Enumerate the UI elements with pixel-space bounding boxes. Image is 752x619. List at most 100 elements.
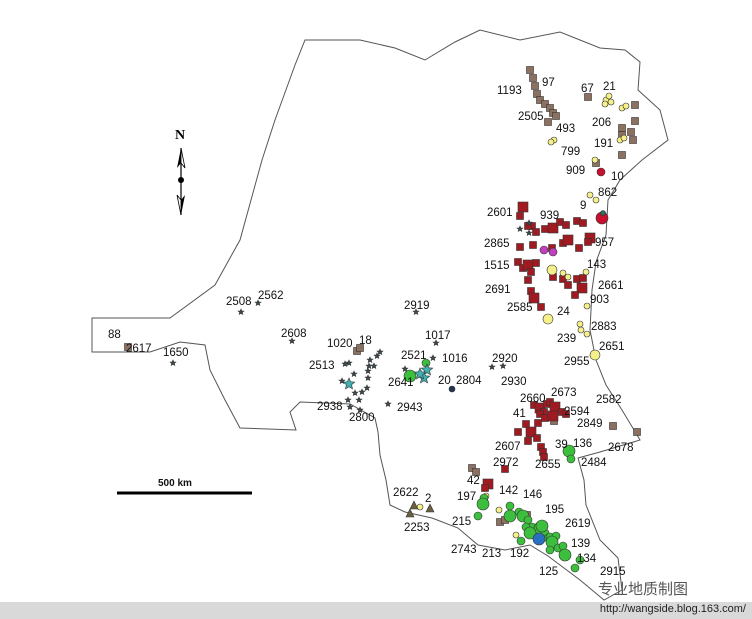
- deposit-label: 1017: [425, 330, 451, 342]
- deposit-square-marker: [524, 276, 532, 284]
- deposit-square-marker: [629, 136, 637, 144]
- deposit-square-marker: [576, 282, 588, 294]
- deposit-label: 2617: [126, 343, 152, 355]
- deposit-label: 1020: [327, 338, 353, 350]
- deposit-label: 213: [482, 548, 501, 560]
- deposit-circle-marker: [577, 326, 585, 334]
- deposit-star-marker: [363, 384, 371, 391]
- deposit-label: 206: [592, 117, 611, 129]
- deposit-label: 39: [555, 439, 568, 451]
- deposit-star-marker: [342, 377, 356, 390]
- deposit-circle-marker: [583, 330, 591, 338]
- deposit-square-marker: [562, 410, 570, 418]
- deposit-label: 88: [108, 329, 121, 341]
- deposit-label: 2920: [492, 353, 518, 365]
- deposit-square-marker: [627, 128, 635, 136]
- deposit-star-marker: [429, 354, 437, 361]
- deposit-square-marker: [516, 243, 524, 251]
- scale-label: 500 km: [158, 478, 192, 489]
- deposit-label: 2619: [565, 518, 591, 530]
- deposit-label: 2673: [551, 387, 577, 399]
- deposit-label: 2800: [349, 412, 375, 424]
- deposit-star-marker: [413, 367, 427, 380]
- deposit-circle-marker: [607, 98, 615, 106]
- deposit-label: 42: [467, 475, 480, 487]
- deposit-square-marker: [564, 281, 572, 289]
- deposit-square-marker: [531, 82, 539, 90]
- deposit-star-marker: [384, 400, 392, 407]
- deposit-label: 2660: [520, 393, 546, 405]
- deposit-label: 2: [425, 493, 431, 505]
- deposit-star-marker: [358, 388, 366, 395]
- deposit-label: 2883: [591, 321, 617, 333]
- deposit-square-marker: [571, 291, 579, 299]
- deposit-circle-marker: [532, 532, 546, 546]
- deposit-label: 2622: [393, 487, 419, 499]
- deposit-label: 1016: [442, 353, 468, 365]
- deposit-circle-marker: [548, 247, 558, 257]
- deposit-square-marker: [532, 259, 540, 267]
- deposit-star-marker: [356, 406, 364, 413]
- deposit-star-marker: [169, 359, 177, 366]
- deposit-label: 2582: [596, 394, 622, 406]
- deposit-label: 2651: [599, 341, 625, 353]
- deposit-label: 2508: [226, 296, 252, 308]
- deposit-label: 2919: [404, 300, 430, 312]
- deposit-star-marker: [364, 367, 372, 374]
- deposit-circle-marker: [622, 102, 630, 110]
- deposit-square-marker: [536, 410, 544, 418]
- deposit-circle-marker: [505, 501, 515, 511]
- deposit-label: 195: [545, 504, 564, 516]
- deposit-square-marker: [525, 426, 537, 438]
- deposit-label: 9: [580, 200, 586, 212]
- deposit-square-marker: [514, 258, 522, 266]
- deposit-label: 939: [540, 210, 559, 222]
- deposit-square-marker: [514, 428, 522, 436]
- deposit-star-marker: [370, 362, 378, 369]
- deposit-label: 2655: [535, 459, 561, 471]
- deposit-star-marker: [237, 308, 245, 315]
- deposit-label: 139: [571, 538, 590, 550]
- deposit-circle-marker: [583, 302, 591, 310]
- deposit-label: 146: [523, 489, 542, 501]
- deposit-label: 2521: [401, 350, 427, 362]
- deposit-label: 10: [611, 171, 624, 183]
- deposit-square-marker: [537, 303, 545, 311]
- deposit-square-marker: [356, 344, 364, 352]
- deposit-label: 20: [438, 375, 451, 387]
- deposit-triangle-marker: [409, 500, 419, 510]
- deposit-square-marker: [501, 465, 509, 473]
- deposit-label: 862: [598, 187, 617, 199]
- deposit-square-marker: [536, 96, 544, 104]
- deposit-label: 134: [577, 553, 597, 565]
- deposit-label: 1515: [484, 260, 510, 272]
- deposit-star-marker: [525, 219, 533, 227]
- deposit-square-marker: [562, 221, 570, 229]
- watermark: 专业地质制图: [598, 581, 689, 598]
- deposit-label: 2804: [456, 375, 482, 387]
- deposit-label: 2938: [317, 401, 343, 413]
- deposit-square-marker: [527, 268, 535, 276]
- deposit-circle-marker: [570, 563, 580, 573]
- deposit-triangle-marker: [405, 508, 415, 518]
- deposit-label: 903: [590, 294, 609, 306]
- deposit-label: 2972: [493, 457, 519, 469]
- deposit-square-marker: [562, 234, 574, 246]
- deposit-star-marker: [499, 362, 507, 369]
- deposit-circle-marker: [601, 100, 609, 108]
- deposit-circle-marker: [589, 349, 601, 361]
- deposit-square-marker: [532, 228, 540, 236]
- deposit-circle-marker: [546, 264, 558, 276]
- deposit-label: 41: [513, 408, 526, 420]
- deposit-square-marker: [540, 453, 548, 461]
- deposit-circle-marker: [542, 313, 554, 325]
- deposit-square-marker: [468, 464, 476, 472]
- deposit-square-marker: [579, 274, 587, 282]
- deposit-square-marker: [524, 437, 532, 445]
- deposit-square-marker: [541, 414, 549, 422]
- deposit-circle-marker: [586, 191, 594, 199]
- deposit-star-marker: [345, 359, 353, 366]
- deposit-circle-marker: [605, 92, 613, 100]
- deposit-label: 21: [603, 81, 616, 93]
- deposit-square-marker: [575, 244, 583, 252]
